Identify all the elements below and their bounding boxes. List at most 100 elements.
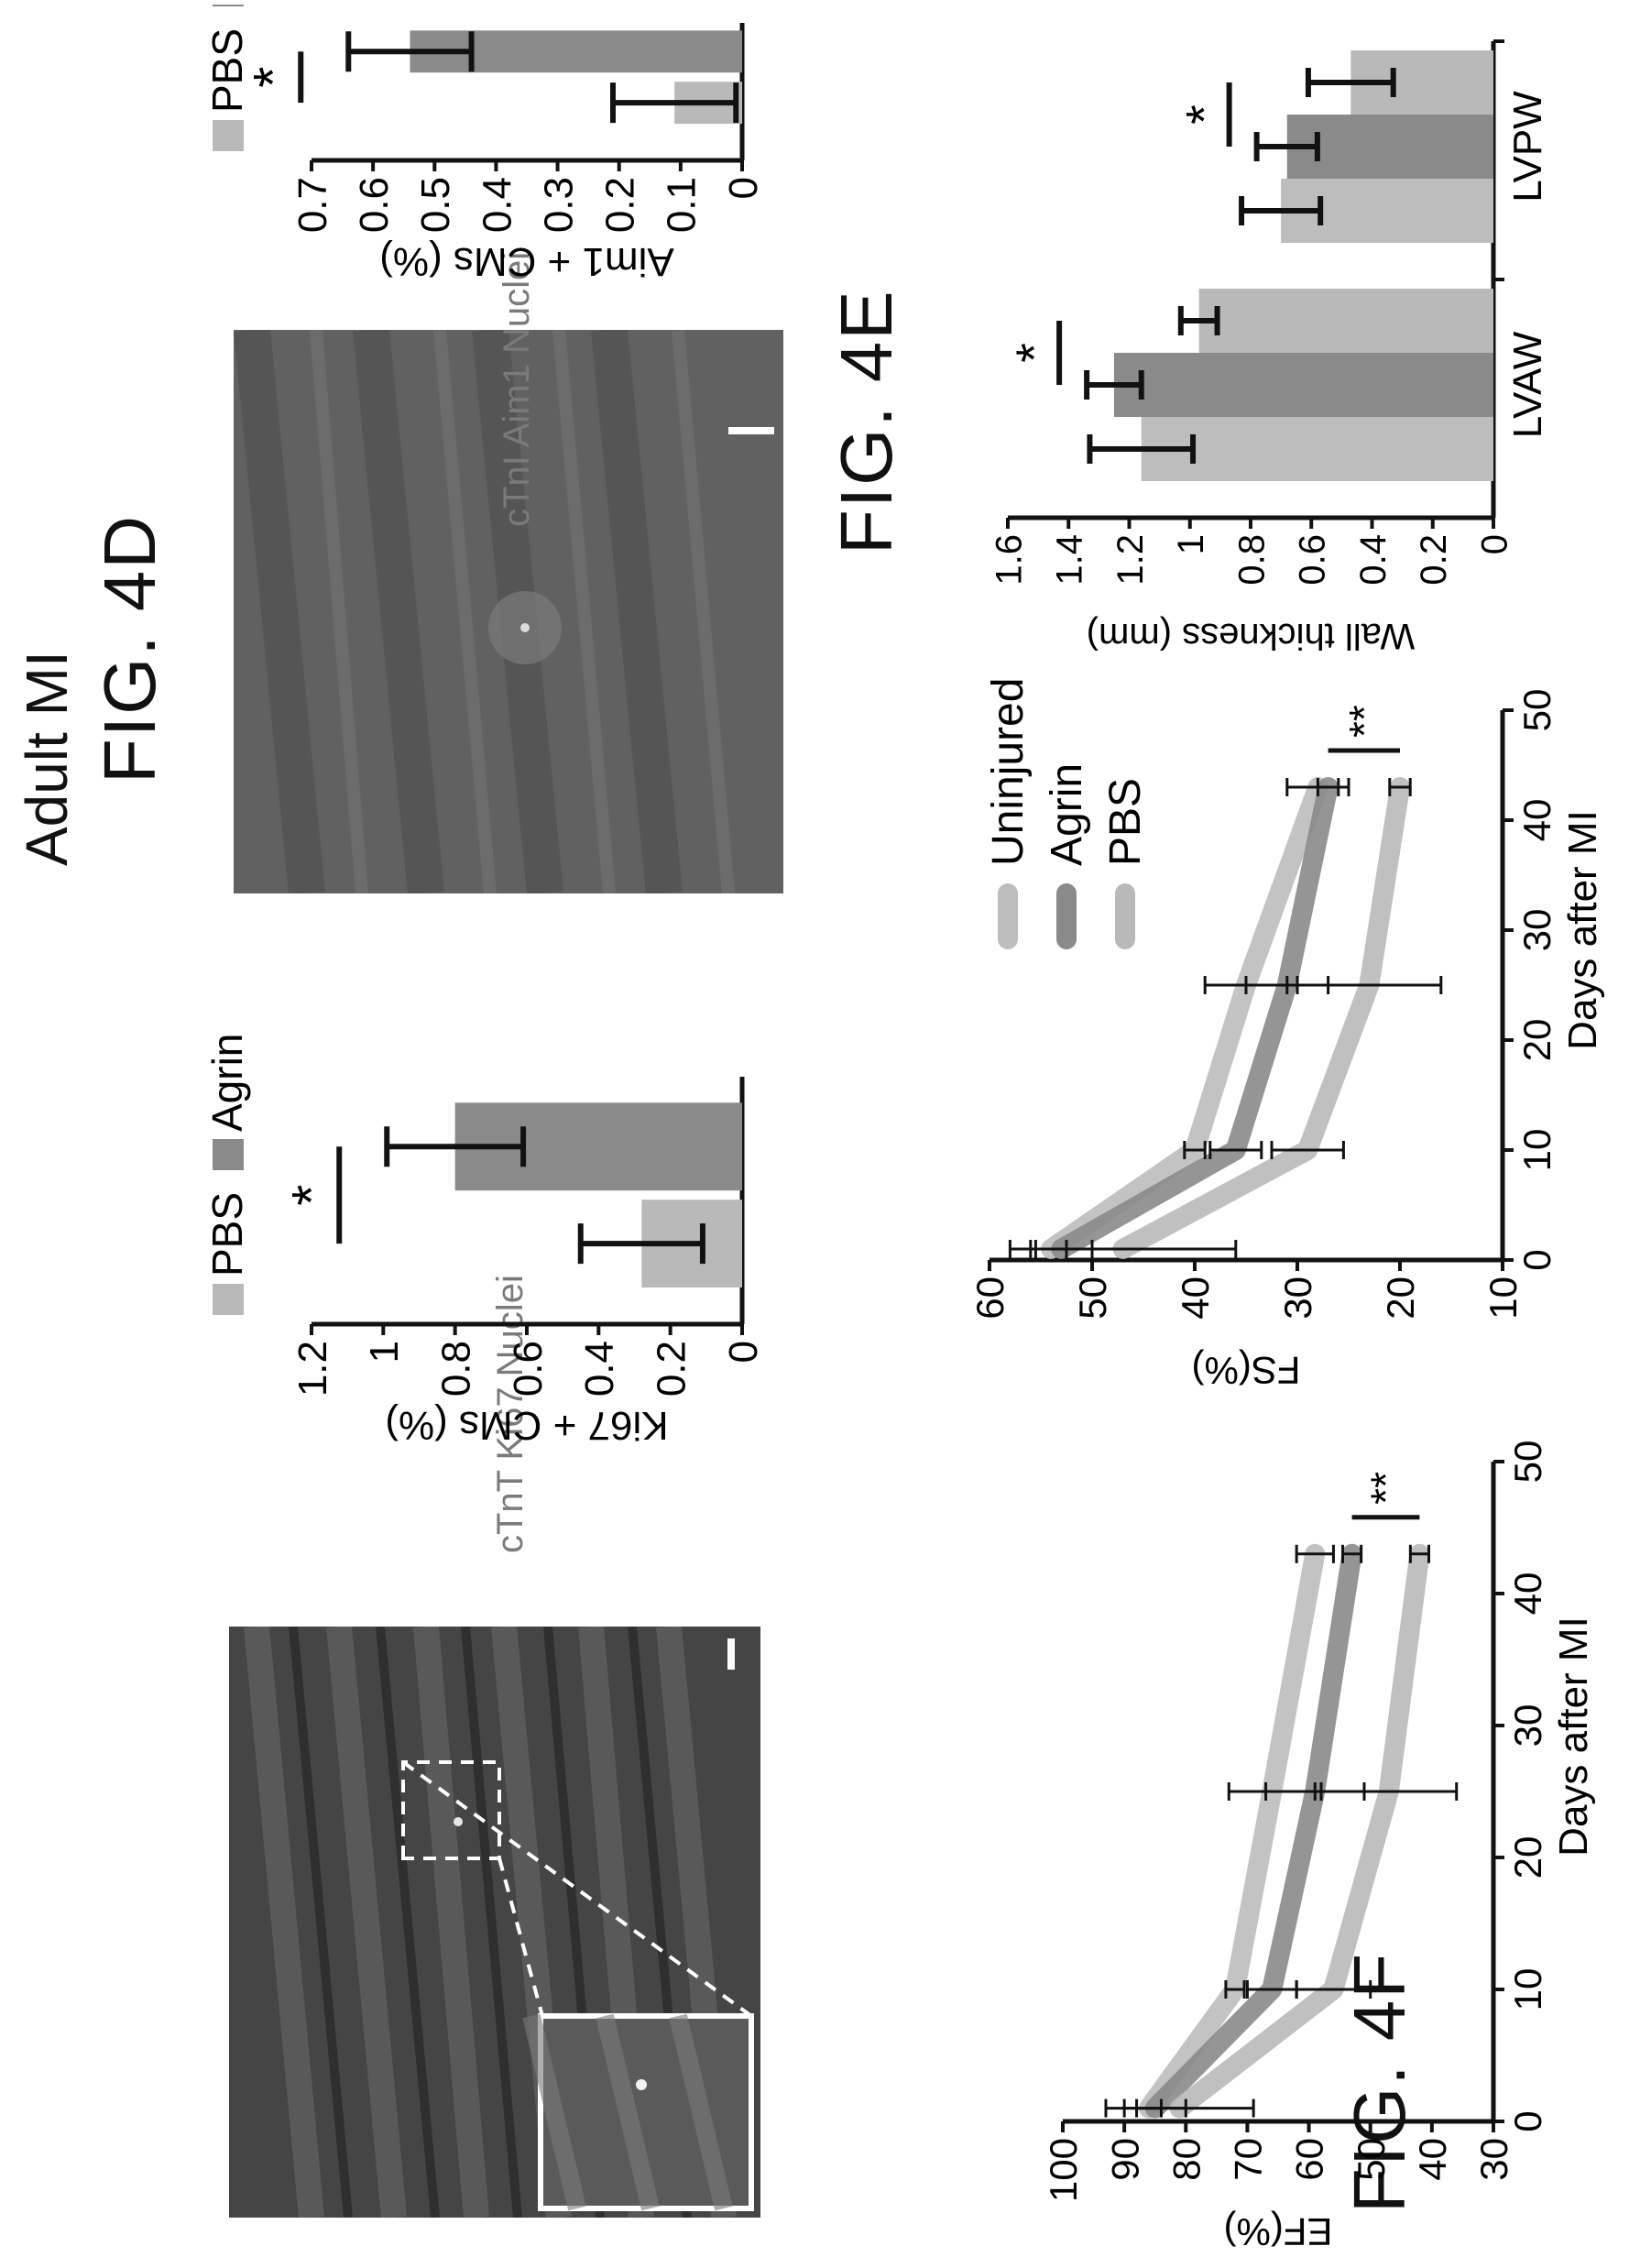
- ef-y-tick-label: 90: [1103, 2138, 1146, 2181]
- aim1-y-axis-label: Aim1 + CMs (%): [379, 239, 673, 279]
- fs-legend-label: Uninjured: [984, 678, 1033, 866]
- aim1-y-tick-label: 0.5: [413, 177, 458, 233]
- ef-series-agrin: [1144, 1543, 1362, 2119]
- ef-y-axis-label: EF(%): [1224, 2210, 1333, 2250]
- fs-y-tick-label: 10: [1482, 1276, 1525, 1320]
- fs-y-tick-label: 20: [1379, 1276, 1422, 1320]
- fs-y-axis-label: FS(%): [1192, 1349, 1301, 1388]
- wall-significance-marker: *: [1175, 104, 1233, 125]
- aim1-y-tick-label: 0.1: [660, 177, 705, 233]
- wall-bar-lvaw-uninjured: [1141, 417, 1493, 481]
- ki67-y-tick-label: 0.6: [506, 1341, 551, 1397]
- ki67-y-tick-label: 0.2: [650, 1341, 694, 1397]
- aim1-legend-swatch: [213, 5, 244, 6]
- fs-legend-label: Agrin: [1043, 763, 1091, 866]
- ki67-bar-chart: 0 0.2 0.4 0.6 0.8 1 1.2 Ki67 + CMs (%) PBS Agrin *: [203, 1034, 766, 1443]
- fs-series-pbs: [1112, 777, 1410, 1259]
- wall-bar-lvaw-pbs: [1198, 289, 1493, 353]
- wall-y-tick-label: 0.2: [1414, 534, 1454, 586]
- ef-y-tick-label: 40: [1411, 2138, 1454, 2181]
- wall-y-tick-label: 1.2: [1110, 534, 1151, 586]
- fig-4e-label: FIG. 4E: [826, 289, 907, 554]
- wall-y-tick-label: 0.8: [1231, 534, 1272, 586]
- ki67-legend-label: Agrin: [203, 1034, 251, 1132]
- wall-bar-lvpw-uninjured: [1281, 179, 1493, 243]
- fs-x-tick-label: 0: [1515, 1249, 1558, 1270]
- ef-x-tick-label: 30: [1506, 1704, 1549, 1748]
- ki67-micrograph-texture: [229, 1627, 760, 2218]
- ef-x-tick-label: 40: [1506, 1572, 1549, 1616]
- wall-category-label: LVAW: [1505, 331, 1550, 438]
- fs-y-tick-label: 40: [1174, 1276, 1217, 1320]
- ki67-y-tick-label: 1: [362, 1341, 407, 1363]
- fs-line-chart: 10 20 30 40 50 60 FS(%) 0 10 20 30 40 50 Days after M…: [968, 678, 1605, 1388]
- aim1-legend-label: PBS: [203, 28, 251, 113]
- aim1-legend-swatch: [213, 120, 244, 151]
- wall-bar-lvaw-agrin: [1113, 353, 1493, 417]
- ef-y-tick-label: 50: [1350, 2138, 1393, 2181]
- aim1-y-tick-label: 0.3: [536, 177, 581, 233]
- ef-y-tick-label: 30: [1472, 2138, 1515, 2181]
- ef-series-pbs: [1169, 1543, 1430, 2119]
- fs-x-tick-label: 10: [1515, 1129, 1558, 1172]
- fs-x-tick-label: 50: [1515, 689, 1558, 732]
- ef-line-chart: 30 40 50 60 70 80 90 100 EF(%) 0 10 20 30 40 50 Days af…: [1042, 1441, 1596, 2250]
- wall-bar-lvpw-pbs: [1350, 50, 1493, 115]
- ki67-y-axis-label: Ki67 + CMs (%): [385, 1403, 668, 1443]
- section-title: Adult MI: [14, 651, 80, 866]
- wall-y-tick-label: 1.4: [1050, 534, 1090, 586]
- fs-legend-label: PBS: [1101, 778, 1150, 866]
- aim1-bar-agrin: [410, 30, 743, 73]
- fig-4d-label: FIG. 4D: [89, 513, 170, 783]
- wall-thickness-chart: 0 0.2 0.4 0.6 0.8 1 1.2 1.4 1.6 Wall thickness (m…: [989, 39, 1550, 655]
- ki67-legend-label: PBS: [203, 1192, 251, 1276]
- fs-x-axis-label: Days after MI: [1560, 810, 1605, 1050]
- ef-x-tick-label: 0: [1506, 2110, 1549, 2131]
- fs-x-tick-label: 20: [1515, 1019, 1558, 1062]
- wall-category-label: LVPW: [1505, 91, 1550, 203]
- aim1-y-tick-label: 0.7: [290, 177, 335, 233]
- ef-x-tick-label: 20: [1506, 1836, 1549, 1879]
- fs-series-agrin: [1051, 777, 1339, 1259]
- aim1-y-tick-label: 0: [721, 177, 766, 199]
- ef-x-axis-label: Days after MI: [1551, 1616, 1596, 1857]
- aim1-y-tick-label: 0.2: [598, 177, 643, 233]
- aim1-micrograph-texture: [234, 330, 783, 893]
- ef-significance-marker: **: [1362, 1472, 1410, 1505]
- wall-y-tick-label: 0: [1474, 534, 1514, 554]
- wall-bar-lvpw-agrin: [1286, 115, 1493, 179]
- ef-y-tick-label: 80: [1164, 2138, 1208, 2181]
- wall-y-axis-label: Wall thickness (mm): [1087, 616, 1416, 655]
- ki67-legend-swatch: [213, 1139, 244, 1170]
- wall-y-tick-label: 1: [1171, 534, 1211, 554]
- wall-y-tick-label: 1.6: [989, 534, 1029, 586]
- ef-y-tick-label: 60: [1288, 2138, 1331, 2181]
- ef-y-tick-label: 100: [1042, 2138, 1085, 2202]
- ef-x-tick-label: 10: [1506, 1968, 1549, 2011]
- fs-y-tick-label: 60: [968, 1276, 1011, 1320]
- aim1-micrograph: [234, 330, 783, 893]
- aim1-y-tick-label: 0.4: [475, 177, 519, 233]
- wall-y-tick-label: 0.6: [1293, 534, 1333, 586]
- fs-x-tick-label: 40: [1515, 799, 1558, 842]
- fs-x-tick-label: 30: [1515, 909, 1558, 952]
- wall-y-tick-label: 0.4: [1353, 534, 1394, 586]
- fs-y-tick-label: 30: [1276, 1276, 1319, 1320]
- ki67-y-tick-label: 0: [721, 1341, 766, 1363]
- aim1-significance-marker: *: [242, 66, 303, 87]
- ki67-bar-agrin: [454, 1102, 742, 1191]
- fs-y-tick-label: 50: [1071, 1276, 1114, 1320]
- ef-series-uninjured: [1139, 1543, 1326, 2119]
- ki67-micrograph: [229, 1627, 760, 2218]
- wall-significance-marker: *: [1005, 343, 1063, 363]
- ki67-significance-marker: *: [280, 1184, 342, 1205]
- aim1-y-tick-label: 0.6: [352, 177, 397, 233]
- fs-series-uninjured: [1041, 777, 1328, 1259]
- ki67-y-tick-label: 0.4: [577, 1341, 622, 1397]
- ef-x-tick-label: 50: [1506, 1441, 1549, 1484]
- ki67-legend-swatch: [213, 1284, 244, 1315]
- aim1-image-caption: cTnI Aim1 Nuclei: [497, 251, 537, 527]
- ki67-y-tick-label: 0.8: [434, 1341, 479, 1397]
